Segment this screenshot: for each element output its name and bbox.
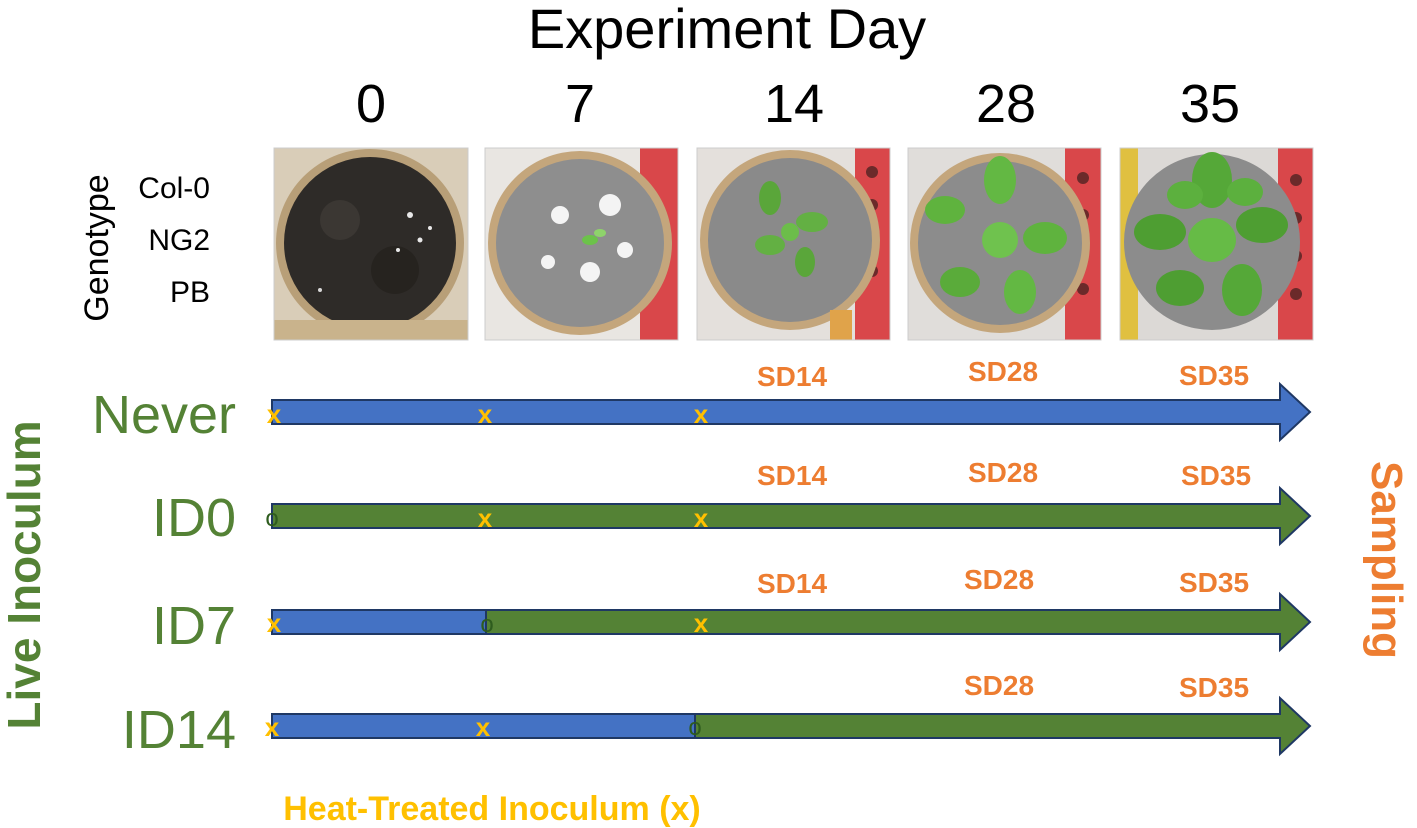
row-never-sample-0: SD14 xyxy=(757,361,827,392)
row-never-arrow xyxy=(271,381,1312,443)
day-label-28: 28 xyxy=(976,74,1036,134)
row-label-never: Never xyxy=(92,385,236,445)
row-id7-sample-2: SD35 xyxy=(1179,567,1249,598)
row-id0-mark-1: x xyxy=(478,503,493,533)
live-inoculum-label: Live Inoculum xyxy=(0,420,50,729)
day-14-photo xyxy=(697,148,890,340)
day-label-0: 0 xyxy=(356,74,386,134)
row-id0-arrow xyxy=(271,485,1312,547)
day-label-7: 7 xyxy=(565,74,595,134)
row-id0-mark-0: o xyxy=(265,505,278,532)
day-label-14: 14 xyxy=(764,74,824,134)
row-label-id14: ID14 xyxy=(122,700,236,760)
row-id7-sample-0: SD14 xyxy=(757,568,827,599)
genotype-col-0: Col-0 xyxy=(138,172,210,205)
row-id7-mark-1: o xyxy=(480,611,493,638)
row-never-sample-2: SD35 xyxy=(1179,360,1249,391)
row-id7-sample-1: SD28 xyxy=(964,564,1034,595)
day-28-photo xyxy=(908,148,1101,340)
genotype-pb: PB xyxy=(170,276,210,309)
day-7-photo xyxy=(485,148,678,340)
sampling-label: Sampling xyxy=(1362,461,1411,659)
row-never-mark-0: x xyxy=(267,399,282,429)
row-id7-mark-0: x xyxy=(267,608,282,638)
row-id14-mark-1: x xyxy=(476,712,491,742)
heat-treated-inoculum-label: Heat-Treated Inoculum (x) xyxy=(283,790,701,828)
row-id14-mark-0: x xyxy=(265,712,280,742)
row-label-id7: ID7 xyxy=(152,596,236,656)
row-never-mark-2: x xyxy=(694,399,709,429)
row-id7-heat-segment xyxy=(271,609,487,635)
genotype-label: Genotype xyxy=(78,174,116,321)
row-id0-sample-0: SD14 xyxy=(757,460,827,491)
row-id7-arrow xyxy=(485,591,1312,653)
experiment-day-title: Experiment Day xyxy=(528,0,926,60)
row-never-sample-1: SD28 xyxy=(968,356,1038,387)
row-label-id0: ID0 xyxy=(152,488,236,548)
row-id14-mark-2: o xyxy=(688,714,701,741)
row-id14-sample-1: SD35 xyxy=(1179,672,1249,703)
day-35-photo xyxy=(1120,148,1313,340)
row-id14-arrow xyxy=(694,695,1312,757)
row-id7-mark-2: x xyxy=(694,608,709,638)
genotype-ng2: NG2 xyxy=(148,224,210,257)
row-never-mark-1: x xyxy=(478,399,493,429)
day-labels: 0 7 14 28 35 xyxy=(356,74,1240,134)
day-0-photo xyxy=(274,148,468,340)
row-id14-sample-0: SD28 xyxy=(964,670,1034,701)
row-id0-mark-2: x xyxy=(694,503,709,533)
day-label-35: 35 xyxy=(1180,74,1240,134)
row-id0-sample-1: SD28 xyxy=(968,457,1038,488)
row-id0-sample-2: SD35 xyxy=(1181,460,1251,491)
